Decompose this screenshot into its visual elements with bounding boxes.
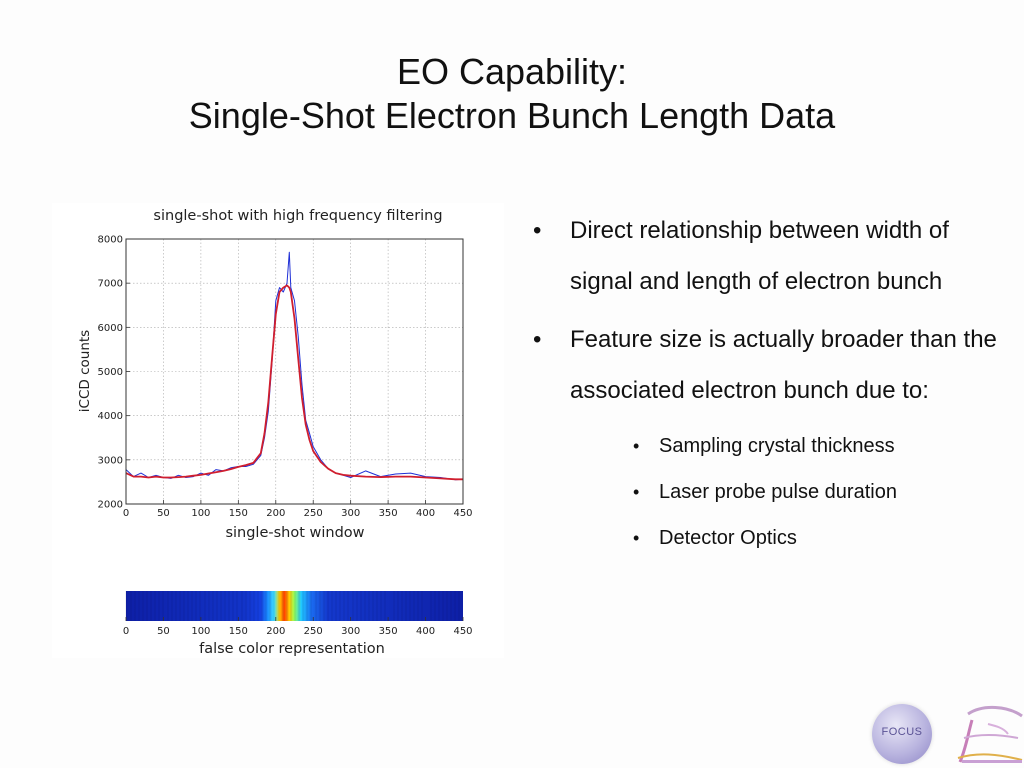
y-tick-label: 5000 bbox=[98, 367, 123, 378]
sub-bullet-item: • Detector Optics bbox=[533, 515, 1003, 561]
y-tick-label: 7000 bbox=[98, 279, 123, 290]
x-tick-label: 150 bbox=[229, 508, 248, 519]
bullet-list: • Direct relationship between width of s… bbox=[533, 205, 1003, 561]
strip-x-tick-label: 150 bbox=[229, 626, 248, 637]
sub-bullet-item: • Sampling crystal thickness bbox=[533, 423, 1003, 469]
focus-logo-text: FOCUS bbox=[881, 726, 923, 738]
x-tick-label: 350 bbox=[379, 508, 398, 519]
y-tick-label: 8000 bbox=[98, 235, 123, 246]
strip-x-tick-label: 0 bbox=[123, 626, 129, 637]
bullet-dot-icon: • bbox=[633, 482, 640, 502]
bullet-dot-icon: • bbox=[633, 528, 640, 548]
x-tick-label: 450 bbox=[453, 508, 472, 519]
series-lines bbox=[125, 251, 464, 481]
x-tick-label: 200 bbox=[266, 508, 285, 519]
false-color-strip bbox=[126, 591, 463, 621]
strip-x-tick-label: 300 bbox=[341, 626, 360, 637]
plot-frame bbox=[125, 238, 464, 505]
strip-x-tick-label: 350 bbox=[379, 626, 398, 637]
x-tick-label: 250 bbox=[304, 508, 323, 519]
bullet-dot-icon: • bbox=[533, 217, 542, 244]
x-tick-label: 300 bbox=[341, 508, 360, 519]
strip-x-tick-label: 450 bbox=[453, 626, 472, 637]
bullet-dot-icon: • bbox=[633, 436, 640, 456]
strip-x-tick-label: 250 bbox=[304, 626, 323, 637]
ftc-logo-icon bbox=[957, 706, 1023, 763]
slide-title: EO Capability: Single-Shot Electron Bunc… bbox=[0, 50, 1024, 138]
x-tick-label: 400 bbox=[416, 508, 435, 519]
y-tick-label: 4000 bbox=[98, 411, 123, 422]
chart-title: single-shot with high frequency filterin… bbox=[153, 208, 442, 224]
strip-x-tick-label: 200 bbox=[266, 626, 285, 637]
false-color-label: false color representation bbox=[199, 641, 385, 657]
sub-bullet-text: Detector Optics bbox=[659, 527, 797, 549]
grid-lines bbox=[125, 238, 464, 505]
focus-logo-icon: FOCUS bbox=[872, 704, 932, 764]
y-tick-label: 3000 bbox=[98, 455, 123, 466]
filtered-signal-series bbox=[125, 284, 463, 481]
title-line-1: EO Capability: bbox=[396, 51, 628, 92]
sub-bullet-item: • Laser probe pulse duration bbox=[533, 469, 1003, 515]
bullet-text: Direct relationship between width of sig… bbox=[570, 217, 949, 295]
title-line-2: Single-Shot Electron Bunch Length Data bbox=[188, 95, 836, 136]
bullet-item: • Feature size is actually broader than … bbox=[533, 314, 1003, 416]
false-color-heatmap: 0 50 100 150 200 250 300 350 400 450 false color … bbox=[123, 591, 473, 657]
y-tick-label: 6000 bbox=[98, 323, 123, 334]
strip-x-tick-label: 100 bbox=[191, 626, 210, 637]
strip-axis-ticks: 0 50 100 150 200 250 300 350 400 450 bbox=[123, 617, 473, 637]
x-tick-label: 50 bbox=[157, 508, 170, 519]
strip-x-tick-label: 400 bbox=[416, 626, 435, 637]
bullet-item: • Direct relationship between width of s… bbox=[533, 205, 1003, 307]
x-axis-label: single-shot window bbox=[225, 525, 364, 541]
x-tick-label: 100 bbox=[191, 508, 210, 519]
y-axis-label: iCCD counts bbox=[77, 330, 93, 412]
sub-bullet-text: Laser probe pulse duration bbox=[659, 481, 897, 503]
figure-panel: single-shot with high frequency filterin… bbox=[52, 203, 504, 658]
bunch-length-line-chart: single-shot with high frequency filterin… bbox=[77, 208, 473, 541]
sub-bullet-text: Sampling crystal thickness bbox=[659, 435, 895, 457]
y-tick-label: 2000 bbox=[98, 500, 123, 511]
bullet-text: Feature size is actually broader than th… bbox=[570, 326, 997, 404]
strip-noise bbox=[125, 591, 460, 621]
bullet-dot-icon: • bbox=[533, 326, 542, 353]
strip-x-tick-label: 50 bbox=[157, 626, 170, 637]
raw-signal-series bbox=[125, 251, 464, 481]
x-tick-label: 0 bbox=[123, 508, 129, 519]
